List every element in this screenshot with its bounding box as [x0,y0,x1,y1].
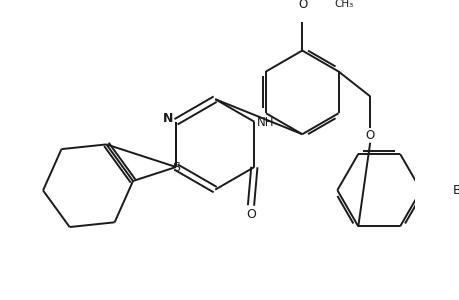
Text: O: O [365,129,374,142]
Text: O: O [298,0,308,11]
Text: S: S [172,160,179,173]
Text: CH₃: CH₃ [333,0,353,9]
Text: O: O [246,208,255,221]
Text: N: N [162,112,173,125]
Text: NH: NH [257,116,274,129]
Text: Br: Br [452,184,459,197]
